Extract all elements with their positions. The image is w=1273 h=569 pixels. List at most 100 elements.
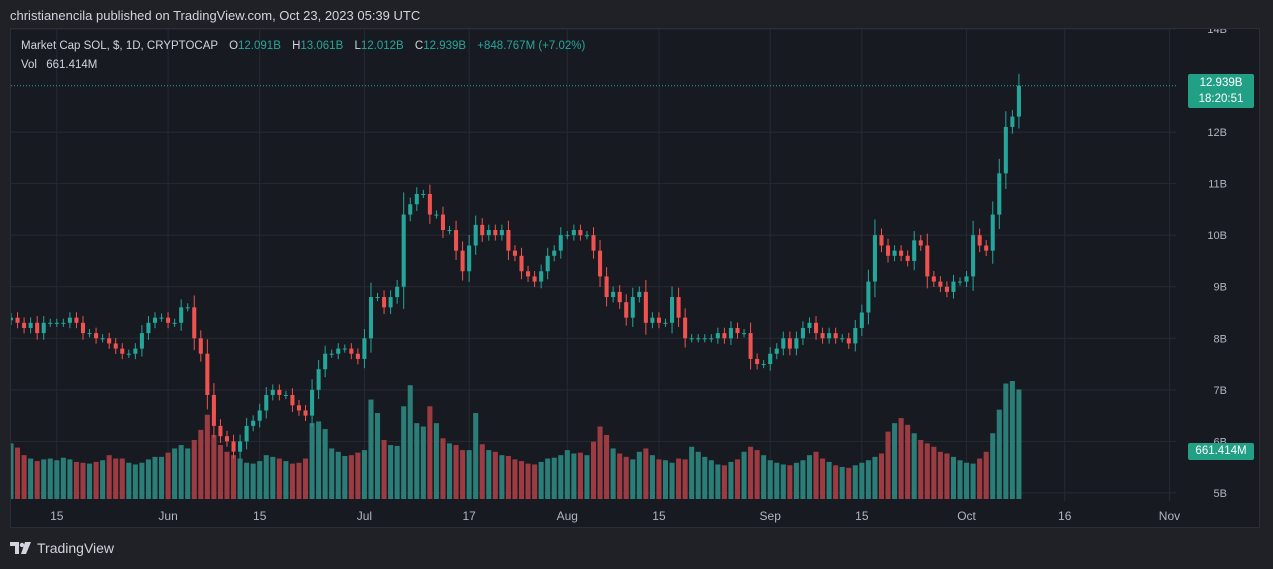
volume-bar: [525, 463, 531, 499]
candle-body: [185, 307, 190, 309]
volume-bar: [322, 429, 328, 499]
volume-bar: [263, 455, 269, 499]
candle-body: [565, 235, 570, 237]
volume-bar: [60, 457, 66, 499]
volume-bar: [93, 461, 99, 499]
volume-bar: [309, 423, 315, 499]
bar-countdown: 18:20:51: [1198, 93, 1244, 105]
candle-body: [238, 441, 243, 452]
volume-bar: [590, 441, 597, 499]
candle-body: [460, 250, 465, 272]
candle-body: [80, 322, 86, 334]
candle-body: [683, 317, 688, 339]
volume-bar: [793, 462, 799, 499]
candle-body: [879, 235, 884, 246]
candle-body: [362, 338, 367, 359]
volume-bar: [545, 458, 551, 499]
candle-body: [755, 358, 760, 365]
volume-bar: [316, 421, 322, 499]
candle-body: [630, 297, 635, 318]
candle-body: [427, 193, 432, 215]
vol-value: 661.414M: [46, 59, 98, 71]
volume-bar: [54, 460, 60, 499]
volume-bar: [388, 445, 394, 499]
volume-bar: [780, 464, 786, 499]
candle-body: [519, 255, 524, 272]
volume-tag: 661.414M: [1188, 443, 1254, 460]
x-tick-label: 15: [652, 509, 666, 523]
volume-bar: [734, 459, 741, 499]
volume-bar: [486, 450, 492, 499]
symbol-title: Market Cap SOL, $, 1D, CRYPTOCAP: [21, 40, 218, 52]
candle-body: [637, 291, 642, 298]
volume-bar: [374, 413, 381, 499]
candle-body: [617, 291, 622, 303]
volume-bar: [839, 466, 845, 499]
candle-body: [74, 317, 79, 323]
volume-bar: [479, 444, 485, 499]
candle-body: [742, 333, 747, 335]
volume-bar: [636, 451, 642, 499]
volume-bar: [217, 445, 223, 499]
volume-bar: [826, 461, 832, 499]
volume-bar: [73, 461, 79, 499]
candle-body: [526, 271, 531, 277]
candle-body: [342, 348, 347, 350]
candle-body: [467, 245, 472, 272]
candle-body: [768, 353, 773, 365]
candle-body: [473, 224, 478, 246]
candle-body: [558, 235, 563, 251]
candle-body: [166, 317, 171, 323]
volume-bar: [152, 456, 158, 499]
volume-bar: [859, 462, 865, 499]
candle-body: [368, 297, 374, 339]
candle-body: [689, 338, 694, 340]
candle-body: [846, 338, 851, 344]
candle-body: [990, 214, 995, 251]
published-line: christianencila published on TradingView…: [10, 8, 421, 23]
volume-bar: [80, 462, 86, 499]
candle-body: [800, 327, 805, 339]
volume-bar: [368, 399, 374, 499]
volume-bar: [401, 406, 407, 499]
x-tick-label: 15: [855, 509, 869, 523]
volume-bar: [865, 460, 871, 499]
volume-bar: [983, 451, 989, 499]
candle-body: [977, 235, 982, 246]
y-tick-label: 11B: [1208, 179, 1227, 191]
volume-bar: [852, 465, 858, 499]
candle-body: [211, 394, 216, 426]
candle-body: [670, 297, 675, 323]
candle-body: [316, 369, 321, 390]
volume-bar: [800, 460, 806, 499]
candle-body: [807, 322, 812, 328]
chart-panel[interactable]: 5B6B7B8B9B10B11B12B14B 15Jun15Jul17Aug15…: [10, 28, 1260, 528]
volume-bar: [11, 443, 14, 499]
volume-bar: [964, 462, 970, 499]
volume-bar: [957, 460, 963, 499]
volume-bar: [551, 457, 557, 499]
volume-bar: [41, 459, 47, 499]
x-tick-label: Nov: [1159, 509, 1180, 523]
volume-bar: [577, 452, 583, 499]
volume-bar: [87, 463, 93, 499]
candle-body: [192, 307, 197, 339]
volume-bar: [407, 385, 413, 499]
candle-body: [480, 224, 485, 236]
candle-body: [401, 214, 406, 287]
candle-body: [270, 389, 275, 395]
candle-body: [257, 410, 262, 421]
volume-legend: Vol 661.414M: [21, 59, 97, 71]
candle-body: [545, 255, 550, 272]
candle-body: [820, 333, 825, 339]
open-value: 12.091B: [238, 40, 281, 52]
volume-bar: [905, 424, 911, 499]
candle-body: [440, 214, 445, 231]
tradingview-logo[interactable]: TradingView: [10, 540, 114, 556]
candle-body: [94, 333, 99, 339]
volume-bar: [610, 448, 616, 499]
candle-body: [120, 348, 125, 354]
change-value: +848.767M (+7.02%): [477, 40, 586, 52]
volume-bar: [453, 445, 459, 499]
candlestick-chart[interactable]: 5B6B7B8B9B10B11B12B14B 15Jun15Jul17Aug15…: [11, 29, 1260, 528]
